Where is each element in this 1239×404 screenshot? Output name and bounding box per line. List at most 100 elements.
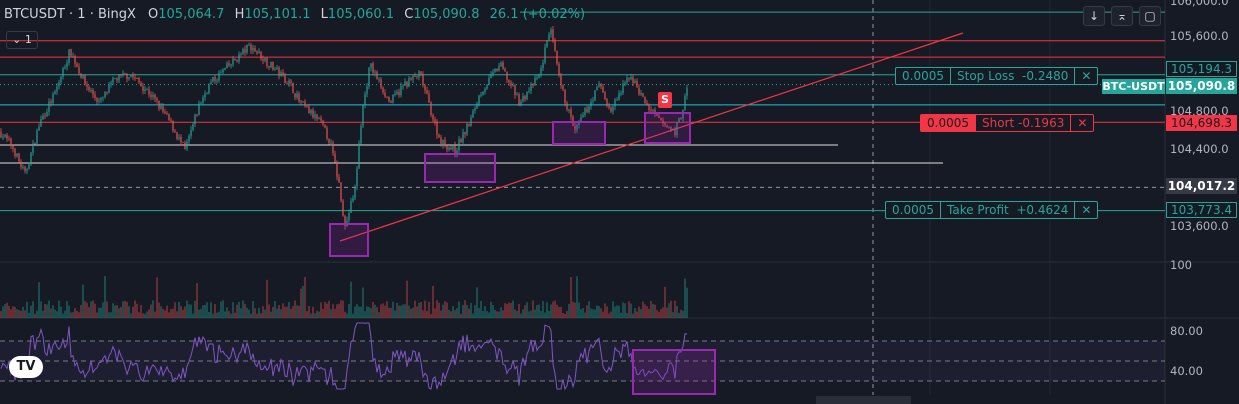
- time-scrollbar[interactable]: [816, 396, 911, 404]
- candle-body: [532, 83, 534, 86]
- candle-body: [164, 111, 166, 114]
- candle-body: [326, 127, 328, 139]
- candle-body: [622, 83, 624, 94]
- volume-bar: [30, 305, 32, 318]
- candle-body: [68, 49, 70, 63]
- volume-bar: [168, 312, 170, 318]
- volume-bar: [432, 285, 434, 318]
- volume-bar: [164, 310, 166, 318]
- volume-bar: [54, 309, 56, 318]
- candle-body: [400, 86, 402, 96]
- volume-bar: [178, 301, 180, 318]
- candle-body: [124, 73, 126, 75]
- short-close-icon[interactable]: ✕: [1077, 116, 1088, 130]
- candle-body: [530, 83, 532, 91]
- candle-body: [24, 167, 26, 171]
- stop-loss-close-icon[interactable]: ✕: [1081, 69, 1092, 83]
- sell-signal-marker[interactable]: S: [658, 92, 672, 108]
- arrow-down-icon[interactable]: ↓: [1083, 6, 1105, 26]
- volume-bar: [84, 301, 86, 318]
- candle-body: [558, 63, 560, 75]
- symbol-title[interactable]: BTCUSDT · 1 · BingX: [4, 7, 136, 22]
- volume-bar: [606, 306, 608, 318]
- volume-bar: [480, 301, 482, 318]
- volume-bar: [192, 313, 194, 318]
- candle-body: [182, 142, 184, 144]
- volume-bar: [348, 304, 350, 318]
- volume-bar: [112, 303, 114, 318]
- stop-loss-order[interactable]: 0.0005 Stop Loss -0.2480 ✕: [895, 67, 1099, 85]
- candle-body: [296, 93, 298, 98]
- volume-bar: [674, 300, 676, 318]
- take-profit-qty: 0.0005: [886, 202, 941, 218]
- volume-bar: [526, 302, 528, 318]
- volume-bar: [58, 300, 60, 318]
- volume-bar: [440, 310, 442, 318]
- volume-bar: [38, 282, 40, 318]
- volume-bar: [180, 305, 182, 318]
- take-profit-price-tag: 103,773.4: [1166, 202, 1237, 218]
- volume-bar: [396, 302, 398, 318]
- take-profit-close-icon[interactable]: ✕: [1081, 203, 1092, 217]
- trend-line: [339, 32, 964, 242]
- volume-bar: [638, 306, 640, 318]
- volume-bar: [412, 307, 414, 318]
- collapse-icon[interactable]: ⌅: [1111, 6, 1133, 26]
- volume-bar: [130, 313, 132, 318]
- volume-bar: [308, 306, 310, 318]
- highlight-box: [644, 112, 691, 144]
- candle-body: [282, 72, 284, 76]
- candle-body: [194, 114, 196, 125]
- candle-body: [584, 108, 586, 115]
- candle-body: [344, 215, 346, 226]
- candle-body: [300, 101, 302, 103]
- candle-body: [192, 124, 194, 130]
- candle-body: [108, 84, 110, 93]
- volume-bar: [172, 308, 174, 318]
- volume-bar: [132, 306, 134, 318]
- candle-body: [246, 45, 248, 53]
- volume-bar: [482, 311, 484, 318]
- volume-bar: [32, 301, 34, 318]
- candle-body: [114, 78, 116, 80]
- highlight-box: [552, 121, 606, 145]
- candle-body: [686, 87, 688, 96]
- candle-body: [586, 108, 588, 112]
- candle-body: [316, 114, 318, 119]
- candle-body: [380, 79, 382, 88]
- candle-body: [228, 63, 230, 66]
- candle-body: [174, 130, 176, 133]
- candle-body: [62, 68, 64, 77]
- volume-bar: [246, 307, 248, 318]
- volume-bar: [142, 313, 144, 318]
- candle-body: [392, 94, 394, 103]
- candle-body: [538, 74, 540, 78]
- take-profit-order[interactable]: 0.0005 Take Profit +0.4624 ✕: [885, 201, 1099, 219]
- volume-bar: [610, 311, 612, 318]
- indicator-collapse-button[interactable]: ⌄ 1: [6, 31, 38, 49]
- volume-bar: [320, 302, 322, 318]
- short-order[interactable]: 0.0005 Short -0.1963 ✕: [920, 114, 1095, 132]
- candle-body: [544, 47, 546, 63]
- candle-body: [420, 71, 422, 75]
- volume-bar: [484, 306, 486, 318]
- volume-bar: [298, 305, 300, 318]
- candle-body: [624, 82, 626, 84]
- candle-body: [204, 93, 206, 98]
- volume-bar: [124, 300, 126, 318]
- volume-bar: [454, 310, 456, 318]
- volume-bar: [352, 313, 354, 318]
- tradingview-logo[interactable]: TV: [9, 356, 43, 378]
- volume-bar: [18, 310, 20, 318]
- volume-bar: [324, 301, 326, 318]
- low-label: L: [320, 7, 328, 22]
- candle-body: [648, 104, 650, 110]
- fullscreen-icon[interactable]: ▢: [1139, 6, 1161, 26]
- candle-body: [612, 106, 614, 112]
- candle-body: [610, 107, 612, 112]
- candle-body: [510, 82, 512, 86]
- candle-body: [240, 53, 242, 55]
- short-price-tag: 104,698.3: [1166, 115, 1237, 131]
- candle-body: [140, 82, 142, 87]
- candle-body: [172, 120, 174, 131]
